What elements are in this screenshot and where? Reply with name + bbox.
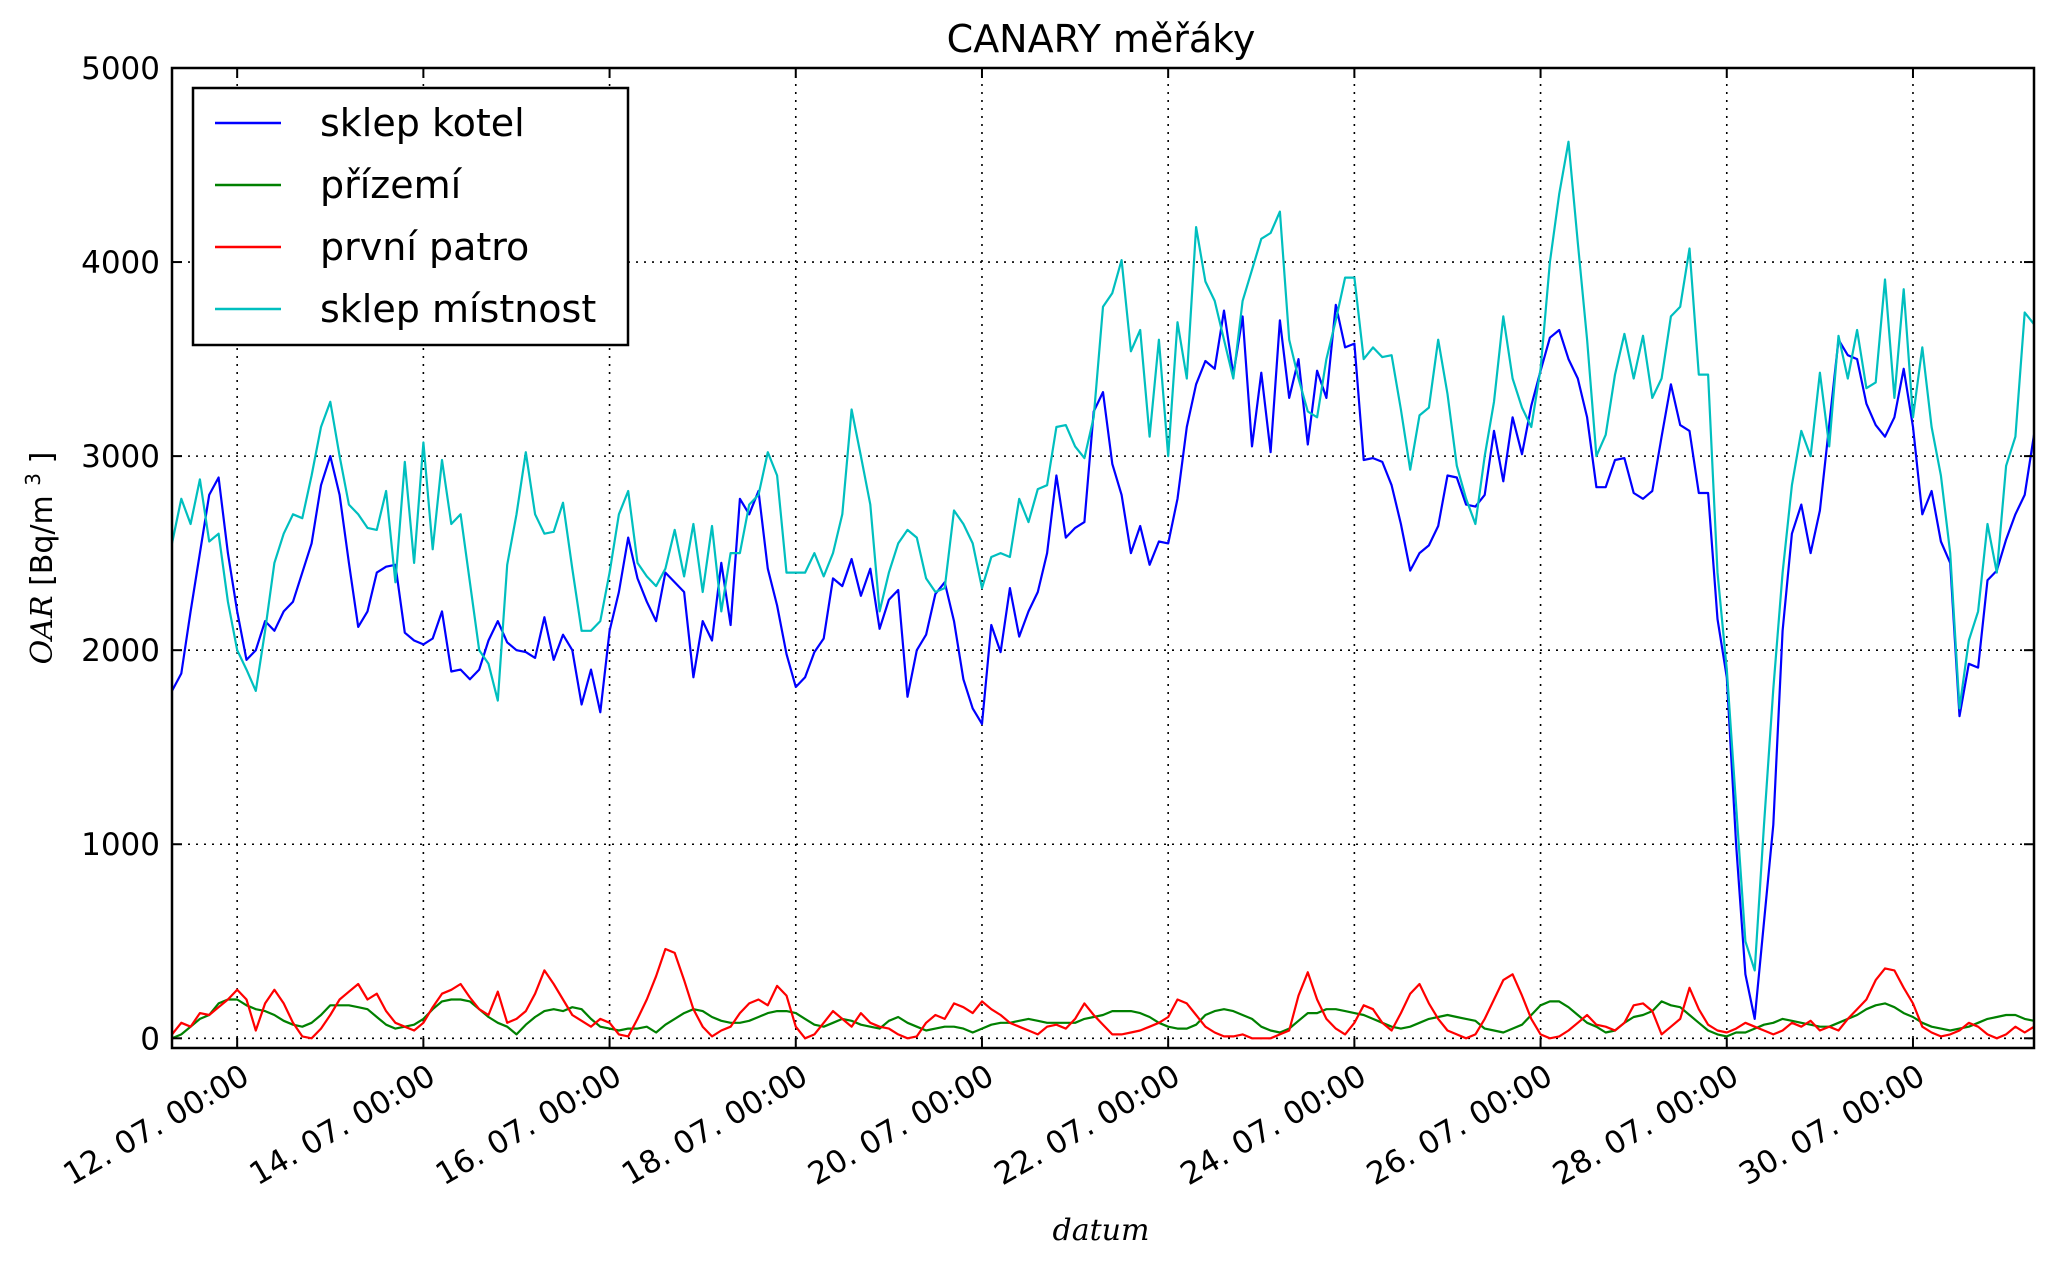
grid [172, 68, 2034, 1048]
x-tick-label: 22. 07. 00:00 [988, 1058, 1186, 1193]
legend: sklep kotel přízemí první patro sklep místn… [191, 86, 630, 347]
legend-label: první patro [320, 225, 529, 269]
chart-title: CANARY měřáky [947, 17, 1256, 61]
x-tick-label: 26. 07. 00:00 [1361, 1058, 1559, 1193]
svg-text:OAR [Bq/m 3: OAR [Bq/m 3 ] [13, 452, 60, 665]
y-tick-label: 1000 [81, 827, 160, 863]
series-line-3 [172, 947, 2034, 1040]
y-axis-label-unit: [Bq/m [25, 495, 60, 586]
legend-label: sklep místnost [320, 287, 596, 331]
y-tick-label: 5000 [81, 51, 160, 87]
legend-label: přízemí [320, 163, 463, 207]
x-tick-label: 20. 07. 00:00 [802, 1058, 1000, 1193]
x-tick-label: 16. 07. 00:00 [430, 1058, 628, 1193]
y-axis-label-close: ] [25, 452, 60, 464]
series-layer [172, 140, 2034, 1040]
legend-label: sklep kotel [320, 101, 525, 145]
y-tick-label: 3000 [81, 439, 160, 475]
x-tick-label: 30. 07. 00:00 [1733, 1058, 1931, 1193]
x-tick-label: 18. 07. 00:00 [616, 1058, 814, 1193]
x-tick-label: 24. 07. 00:00 [1175, 1058, 1373, 1193]
y-tick-label: 0 [140, 1021, 160, 1057]
series-line-4 [172, 140, 2034, 972]
y-axis-label-exponent: 3 [21, 473, 45, 486]
x-tick-label: 12. 07. 00:00 [57, 1058, 255, 1193]
series-line-1 [172, 303, 2034, 1020]
y-axis-label-variable: OAR [25, 595, 60, 664]
plot-frame [170, 66, 2036, 1050]
x-tick-label: 14. 07. 00:00 [244, 1058, 442, 1193]
series-line-2 [172, 998, 2034, 1040]
y-axis-label: OAR [Bq/m 3 ] [13, 452, 60, 665]
x-axis-label: datum [1053, 1213, 1150, 1248]
y-tick-label: 2000 [81, 633, 160, 669]
x-tick-label: 28. 07. 00:00 [1547, 1058, 1745, 1193]
legend-box [191, 86, 630, 347]
y-tick-label: 4000 [81, 245, 160, 281]
